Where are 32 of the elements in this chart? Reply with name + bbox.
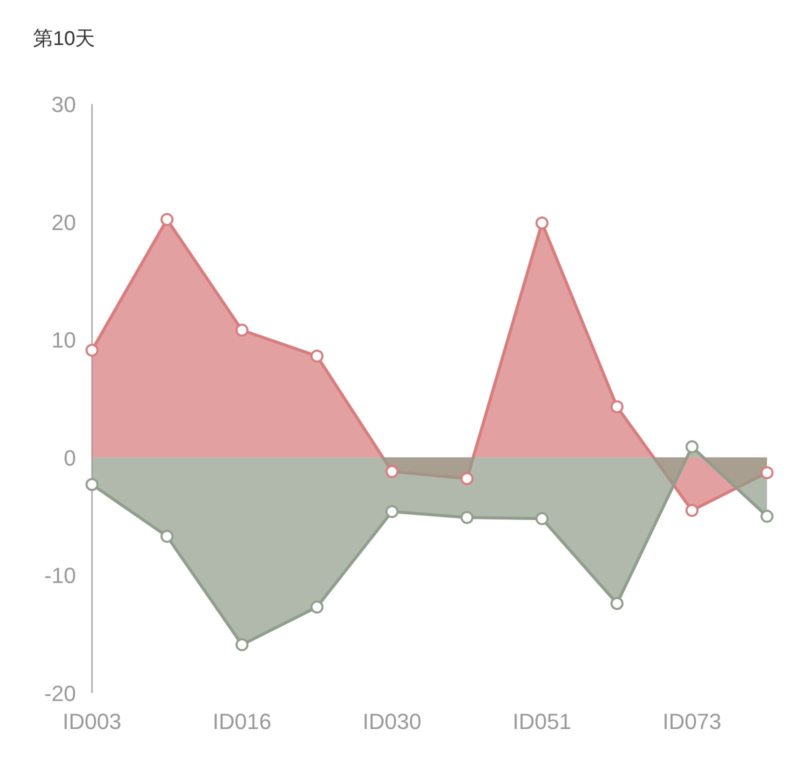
point	[160, 212, 174, 226]
y-tick-label: 30	[52, 92, 76, 117]
point	[236, 324, 248, 337]
point	[610, 596, 624, 610]
point	[160, 530, 174, 543]
chart-title: 第10天	[33, 28, 96, 50]
point	[86, 478, 98, 491]
x-tick-label: ID016	[212, 709, 272, 734]
point	[310, 350, 324, 363]
x-tick-label: ID030	[362, 709, 422, 734]
point	[386, 505, 398, 518]
x-tick-label: ID003	[62, 709, 122, 734]
point	[460, 472, 474, 486]
point	[460, 510, 474, 524]
point	[760, 510, 774, 523]
point	[760, 466, 774, 480]
point	[610, 400, 624, 414]
y-tick-label: -10	[44, 563, 76, 588]
y-tick-label: -20	[44, 681, 76, 706]
point	[536, 512, 548, 526]
y-tick-label: 20	[52, 210, 76, 235]
y-tick-label: 10	[52, 328, 76, 353]
x-tick-label: ID073	[662, 709, 722, 734]
point	[386, 465, 398, 478]
y-tick-label: 0	[64, 445, 76, 470]
point	[686, 504, 698, 517]
point	[236, 638, 248, 652]
x-tick-label: ID051	[512, 709, 572, 734]
point	[86, 344, 98, 357]
point	[536, 216, 548, 230]
point	[686, 440, 698, 454]
point	[310, 600, 324, 614]
